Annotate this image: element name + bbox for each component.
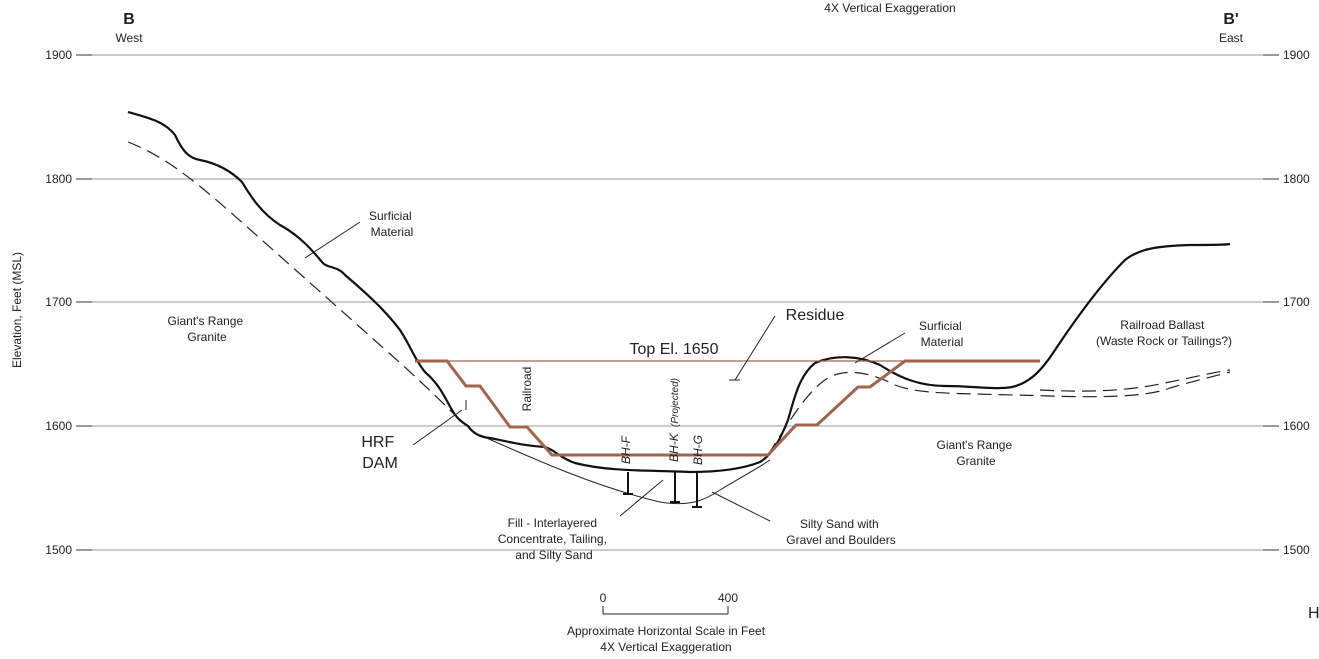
hrf-dam-label: HRF DAM — [361, 434, 398, 472]
silty-sand-label: Silty Sand with Gravel and Boulders — [786, 517, 895, 547]
top-caption: 4X Vertical Exaggeration — [824, 1, 955, 15]
railroad-ballast-label: Railroad Ballast (Waste Rock or Tailings… — [1096, 318, 1232, 348]
bh-k-name: BH-K — [667, 432, 681, 462]
scale-max: 400 — [718, 591, 738, 605]
east-label: East — [1219, 31, 1244, 45]
bh-f-label: BH-F — [619, 435, 633, 464]
y-axis-label: Elevation, Feet (MSL) — [10, 252, 24, 368]
scale-caption: Approximate Horizontal Scale in Feet — [567, 624, 766, 638]
silty-sand-line-1: Silty Sand with — [800, 517, 879, 531]
edge-glyph: H — [1308, 605, 1319, 622]
elevation-grid — [92, 54, 1263, 551]
leader-surficial-right — [854, 332, 906, 364]
bh-k-label: BH-K (Projected) — [667, 378, 681, 462]
granite-left-line-1: Giant's Range — [167, 314, 243, 328]
right-tick-label-1600: 1600 — [1283, 419, 1310, 433]
west-letter: B — [123, 11, 135, 28]
railroad-ballast-line-2: (Waste Rock or Tailings?) — [1096, 334, 1232, 348]
bh-g-label: BH-G — [691, 435, 705, 465]
railroad-ballast-line-1: Railroad Ballast — [1120, 318, 1205, 332]
granite-right-line-1: Giant's Range — [936, 438, 1012, 452]
granite-left-line-2: Granite — [187, 330, 227, 344]
surficial-right-line-2: Material — [921, 335, 964, 349]
west-label: West — [115, 31, 143, 45]
leader-surficial-left — [304, 221, 361, 259]
bedrock-contact-right-dashed-2 — [1039, 369, 1231, 392]
leader-residue — [734, 315, 776, 381]
granite-left-label: Giant's Range Granite — [167, 314, 246, 344]
surficial-right-line-1: Surficial — [919, 319, 962, 333]
fill-line-2: Concentrate, Tailing, — [498, 532, 607, 546]
fill-line-1: Fill - Interlayered — [508, 516, 597, 530]
right-tick-label-1500: 1500 — [1283, 543, 1310, 557]
silty-sand-line-2: Gravel and Boulders — [786, 533, 895, 547]
leader-silty-sand — [711, 491, 771, 522]
bedrock-contact-left-dashed — [127, 141, 466, 426]
bedrock-contact-right-dashed — [767, 371, 1231, 456]
leader-hrf-dam — [412, 409, 463, 446]
granite-right-line-2: Granite — [956, 454, 996, 468]
surficial-right-label: Surficial Material — [919, 319, 965, 349]
leader-fill — [619, 479, 664, 517]
bh-k-note: (Projected) — [670, 378, 681, 427]
fill-line-3: and Silty Sand — [515, 548, 592, 562]
hrf-dam-line-1: HRF — [361, 434, 394, 451]
left-tick-label-1900: 1900 — [45, 48, 72, 62]
fill-bottom-line — [479, 434, 771, 505]
surficial-left-line-1: Surficial — [369, 209, 412, 223]
hrf-dam-line-2: DAM — [362, 455, 398, 472]
dam-profile — [415, 359, 1040, 457]
left-tick-label-1700: 1700 — [45, 295, 72, 309]
surficial-left-label: Surficial Material — [369, 209, 415, 239]
scale-zero: 0 — [600, 591, 607, 605]
left-tick-label-1800: 1800 — [45, 172, 72, 186]
east-letter: B' — [1223, 11, 1238, 28]
left-tick-label-1600: 1600 — [45, 419, 72, 433]
right-tick-label-1800: 1800 — [1283, 172, 1310, 186]
right-tick-label-1700: 1700 — [1283, 295, 1310, 309]
scale-exaggeration: 4X Vertical Exaggeration — [600, 640, 731, 654]
left-tick-label-1500: 1500 — [45, 543, 72, 557]
right-tick-label-1900: 1900 — [1283, 48, 1310, 62]
scale-bar — [602, 606, 729, 615]
railroad-label: Railroad — [520, 367, 534, 412]
granite-right-label: Giant's Range Granite — [936, 438, 1015, 468]
boreholes — [623, 472, 702, 508]
residue-label: Residue — [786, 307, 845, 324]
fill-label: Fill - Interlayered Concentrate, Tailing… — [498, 516, 611, 562]
surficial-left-line-2: Material — [371, 225, 414, 239]
top-elevation-label: Top El. 1650 — [630, 341, 719, 358]
